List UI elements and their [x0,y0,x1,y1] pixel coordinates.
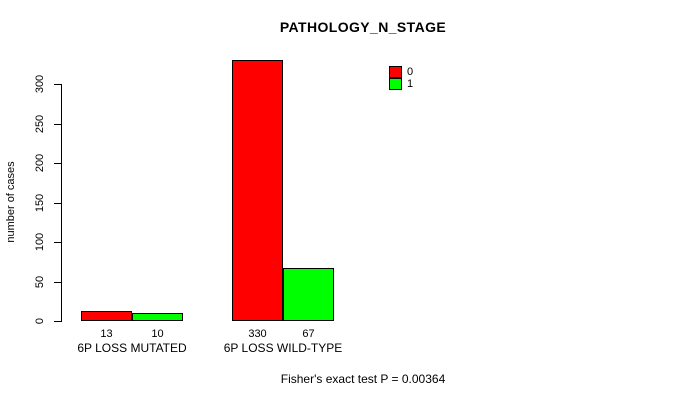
bar-value-label: 330 [248,328,267,340]
y-tick [54,242,62,243]
bar-6P LOSS MUTATED-1 [132,313,183,321]
y-tick [54,203,62,204]
legend-label-1: 1 [407,78,414,90]
legend-swatch-red [389,66,402,78]
legend: 0 1 [389,66,413,90]
y-tick [54,84,62,85]
bar-value-label: 67 [302,328,315,340]
y-tick [54,163,62,164]
y-tick [54,321,62,322]
y-tick-label: 0 [34,317,46,325]
y-tick-label: 150 [34,193,46,213]
bar-6P LOSS MUTATED-0 [81,311,132,321]
bar-value-label: 13 [100,328,113,340]
annotation-text: Fisher's exact test P = 0.00364 [280,372,446,386]
legend-swatch-green [389,78,402,90]
legend-label-0: 0 [407,66,414,78]
bar-6P LOSS WILD-TYPE-0 [232,60,283,321]
group-label: 6P LOSS MUTATED [77,341,187,355]
legend-item-1: 1 [389,78,413,90]
y-tick [54,282,62,283]
chart-title: PATHOLOGY_N_STAGE [279,19,447,35]
y-tick-label: 200 [34,153,46,173]
y-axis-label: number of cases [5,161,17,243]
y-tick-label: 50 [34,275,46,289]
y-tick-label: 100 [34,232,46,252]
group-label: 6P LOSS WILD-TYPE [223,341,343,355]
legend-item-0: 0 [389,66,413,78]
bar-value-label: 10 [151,328,164,340]
y-tick-label: 300 [34,74,46,94]
y-tick [54,124,62,125]
bar-6P LOSS WILD-TYPE-1 [283,268,334,321]
y-tick-label: 250 [34,114,46,134]
